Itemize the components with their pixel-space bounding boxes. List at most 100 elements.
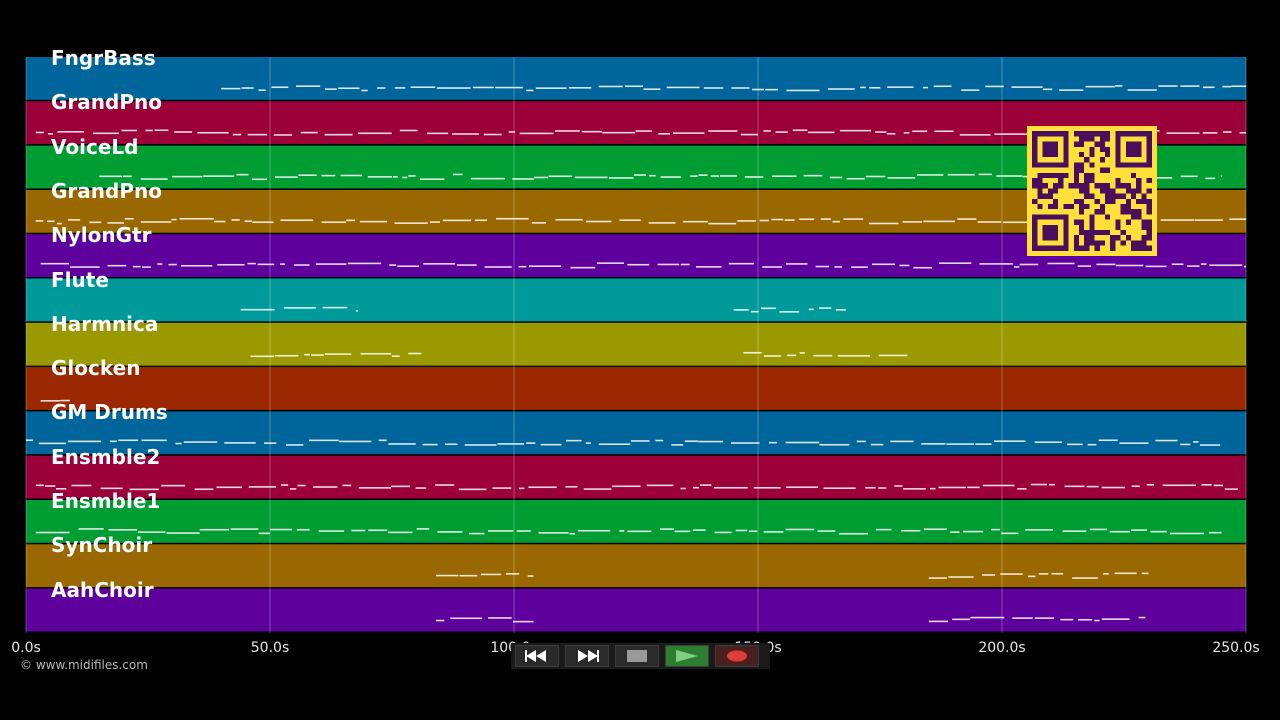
note-mark bbox=[1201, 483, 1212, 486]
note-mark bbox=[682, 220, 708, 223]
note-mark bbox=[865, 175, 886, 178]
note-mark bbox=[1171, 263, 1184, 266]
note-mark bbox=[1048, 483, 1055, 486]
note-mark bbox=[1114, 572, 1137, 575]
note-mark bbox=[108, 528, 138, 531]
note-mark bbox=[698, 174, 708, 176]
note-mark bbox=[1229, 218, 1246, 220]
note-mark bbox=[275, 354, 299, 357]
note-mark bbox=[832, 220, 841, 223]
note-mark bbox=[690, 175, 698, 177]
note-mark bbox=[203, 175, 235, 177]
note-mark bbox=[1202, 86, 1215, 89]
note-mark bbox=[982, 484, 1015, 487]
note-mark bbox=[297, 484, 306, 487]
track-label: GrandPno bbox=[51, 90, 162, 115]
note-mark bbox=[361, 89, 368, 92]
note-mark bbox=[1150, 530, 1167, 533]
track-label: Ensmble2 bbox=[51, 444, 161, 469]
note-mark bbox=[1038, 573, 1049, 575]
note-mark bbox=[40, 262, 69, 265]
fast-forward-button[interactable] bbox=[565, 645, 609, 667]
play-button[interactable] bbox=[665, 645, 709, 667]
note-mark bbox=[464, 444, 497, 446]
rewind-icon bbox=[525, 650, 546, 662]
note-mark bbox=[786, 89, 820, 92]
note-mark bbox=[78, 528, 104, 530]
note-mark bbox=[408, 352, 422, 355]
note-mark bbox=[957, 218, 977, 220]
note-mark bbox=[1205, 177, 1216, 180]
note-mark bbox=[429, 221, 440, 223]
note-mark bbox=[922, 86, 929, 89]
copyright-text: © www.midifiles.com bbox=[20, 658, 148, 672]
note-mark bbox=[247, 133, 268, 136]
note-mark bbox=[166, 532, 200, 534]
note-mark bbox=[47, 133, 54, 135]
note-mark bbox=[230, 528, 259, 530]
rewind-button[interactable] bbox=[515, 645, 559, 667]
note-mark bbox=[827, 88, 855, 90]
note-mark bbox=[819, 307, 832, 309]
note-mark bbox=[298, 174, 317, 176]
note-mark bbox=[743, 351, 762, 354]
note-mark bbox=[527, 575, 534, 577]
note-mark bbox=[1146, 484, 1155, 486]
note-mark bbox=[38, 442, 67, 445]
note-mark bbox=[1180, 175, 1198, 178]
note-mark bbox=[708, 130, 738, 132]
note-mark bbox=[35, 131, 44, 134]
note-mark bbox=[759, 219, 769, 222]
note-mark bbox=[313, 486, 338, 488]
note-mark bbox=[1222, 85, 1232, 88]
note-mark bbox=[1017, 488, 1027, 490]
note-mark bbox=[1101, 486, 1126, 489]
record-button[interactable] bbox=[715, 645, 759, 667]
note-mark bbox=[140, 221, 172, 223]
note-mark bbox=[35, 220, 44, 222]
note-mark bbox=[646, 484, 674, 487]
note-mark bbox=[57, 130, 84, 133]
note-mark bbox=[578, 529, 611, 532]
note-mark bbox=[700, 484, 712, 486]
note-mark bbox=[912, 130, 928, 133]
note-mark bbox=[300, 131, 318, 134]
note-mark bbox=[1072, 577, 1098, 579]
note-mark bbox=[1166, 132, 1200, 134]
note-mark bbox=[47, 220, 55, 223]
note-mark bbox=[174, 131, 193, 133]
note-mark bbox=[410, 86, 436, 89]
note-mark bbox=[902, 221, 923, 223]
track-lane bbox=[26, 500, 1246, 543]
note-mark bbox=[748, 530, 758, 533]
note-mark bbox=[213, 220, 226, 223]
note-mark bbox=[917, 174, 944, 176]
note-mark bbox=[388, 443, 416, 445]
note-mark bbox=[172, 175, 203, 178]
note-mark bbox=[1127, 89, 1157, 91]
note-mark bbox=[763, 130, 771, 132]
note-mark bbox=[1103, 573, 1109, 575]
note-mark bbox=[768, 441, 777, 444]
note-mark bbox=[247, 262, 256, 265]
note-mark bbox=[585, 442, 591, 444]
note-mark bbox=[1000, 573, 1023, 575]
note-mark bbox=[785, 441, 820, 444]
note-mark bbox=[565, 485, 578, 488]
note-mark bbox=[435, 574, 459, 577]
transport-controls bbox=[511, 643, 770, 669]
track-label: FngrBass bbox=[51, 46, 156, 70]
stop-button[interactable] bbox=[615, 645, 659, 667]
note-mark bbox=[612, 485, 641, 488]
note-mark bbox=[495, 86, 523, 89]
note-mark bbox=[1180, 85, 1200, 87]
note-mark bbox=[270, 528, 292, 531]
note-mark bbox=[168, 263, 177, 266]
note-mark bbox=[394, 222, 428, 224]
note-mark bbox=[666, 86, 700, 89]
track-label: SynChoir bbox=[51, 533, 153, 558]
note-mark bbox=[338, 87, 360, 90]
note-mark bbox=[468, 532, 485, 535]
note-mark bbox=[633, 174, 646, 176]
note-mark bbox=[1193, 441, 1199, 443]
